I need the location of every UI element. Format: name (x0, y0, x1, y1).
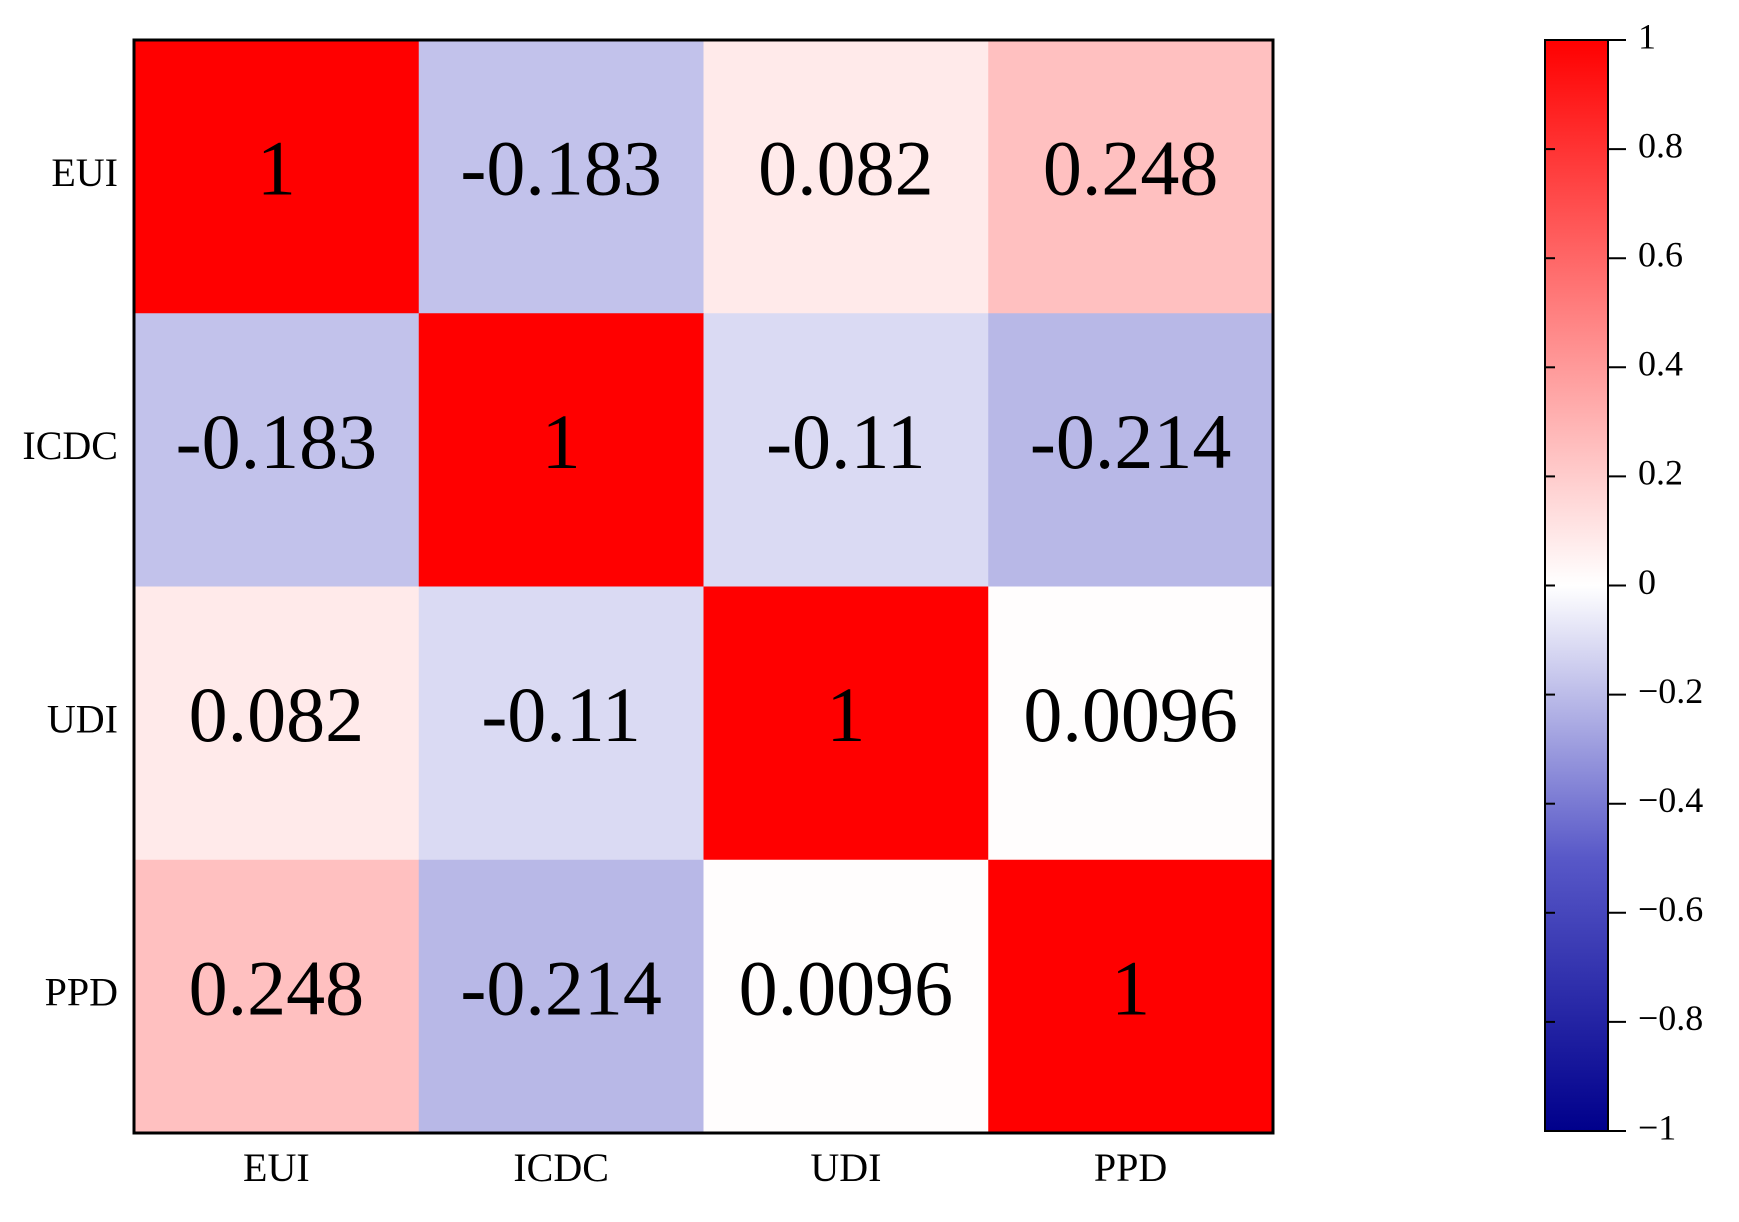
colorbar (1544, 39, 1609, 1132)
cell-label: -0.11 (481, 671, 641, 758)
heatmap-cell (134, 40, 420, 314)
heatmap-cell (703, 40, 989, 314)
cell-label: 1 (826, 671, 865, 758)
cell-label: 1 (1111, 944, 1150, 1031)
heatmap-cell (703, 313, 989, 587)
colorbar-tick-label: −1 (1638, 1107, 1676, 1147)
colorbar-tick-label: 0.4 (1638, 344, 1683, 384)
heatmap-cell (988, 586, 1274, 861)
cell-label: 0.248 (189, 944, 365, 1031)
cell-label: -0.214 (460, 944, 661, 1031)
cell-label: -0.183 (460, 125, 661, 212)
x-tick-label: UDI (810, 1145, 881, 1190)
heatmap-cell (418, 40, 704, 314)
x-tick-label: PPD (1094, 1145, 1167, 1190)
cell-label: -0.214 (1030, 398, 1231, 485)
colorbar-tick-label: −0.8 (1638, 998, 1703, 1038)
colorbar-tick-label: −0.6 (1638, 889, 1703, 929)
heatmap-cell (134, 859, 420, 1134)
heatmap-cell (134, 313, 420, 587)
colorbar-tick-label: 1 (1638, 16, 1656, 56)
colorbar-tick-label: −0.4 (1638, 780, 1703, 820)
cell-label: -0.11 (766, 398, 926, 485)
cell-label: -0.183 (176, 398, 377, 485)
heatmap-cell (988, 859, 1274, 1134)
y-tick-label: PPD (45, 970, 118, 1015)
colorbar-tick-label: 0 (1638, 562, 1656, 602)
cell-label: 1 (257, 125, 296, 212)
heatmap-cell (703, 859, 989, 1134)
colorbar-tick-label: −0.2 (1638, 671, 1703, 711)
x-tick-label: ICDC (513, 1145, 609, 1190)
colorbar-tick-label: 0.2 (1638, 453, 1683, 493)
y-tick-label: ICDC (22, 423, 118, 468)
heatmap-cell (418, 313, 704, 587)
colorbar-tick-label: 0.6 (1638, 234, 1683, 274)
cell-label: 0.082 (189, 671, 365, 758)
colorbar-tick-label: 0.8 (1638, 125, 1683, 165)
heatmap-cell (988, 40, 1274, 314)
cell-label: 0.0096 (1023, 671, 1238, 758)
y-tick-label: EUI (51, 150, 118, 195)
y-tick-label: UDI (47, 696, 118, 741)
cell-label: 0.082 (758, 125, 934, 212)
heatmap-cell (988, 313, 1274, 587)
heatmap-cell (703, 586, 989, 861)
heatmap-cell (418, 859, 704, 1134)
heatmap-cell (418, 586, 704, 861)
x-tick-label: EUI (243, 1145, 310, 1190)
cell-label: 0.0096 (739, 944, 954, 1031)
cell-label: 1 (542, 398, 581, 485)
heatmap-cell (134, 586, 420, 861)
cell-label: 0.248 (1043, 125, 1219, 212)
plot-border (132, 38, 1275, 1135)
